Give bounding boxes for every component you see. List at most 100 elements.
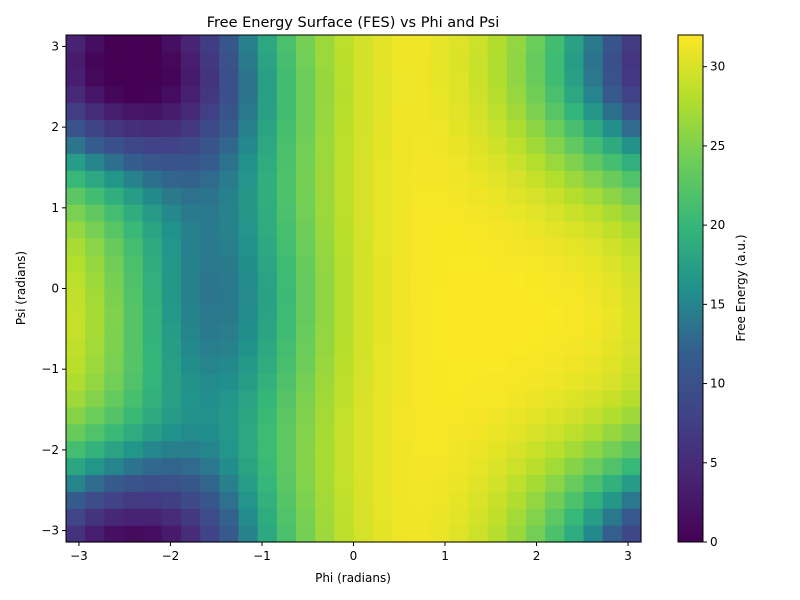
heatmap-cell	[238, 305, 259, 323]
heatmap-cell	[181, 423, 201, 442]
heatmap-cell	[104, 474, 125, 492]
heatmap-cell	[257, 153, 278, 171]
heatmap-cell	[506, 153, 527, 171]
heatmap-cell	[238, 68, 259, 87]
heatmap-cell	[238, 339, 259, 357]
heatmap-cell	[430, 153, 450, 171]
heatmap-cell	[315, 288, 335, 306]
heatmap-cell	[219, 525, 240, 543]
heatmap-cell	[583, 339, 604, 357]
heatmap-cell	[142, 356, 163, 374]
heatmap-cell	[449, 288, 470, 306]
heatmap-cell	[526, 119, 546, 137]
heatmap-cell	[430, 339, 450, 357]
heatmap-cell	[181, 305, 201, 323]
heatmap-cell	[85, 35, 105, 53]
heatmap-cell	[66, 423, 86, 442]
heatmap-cell	[506, 389, 527, 408]
heatmap-cell	[257, 237, 278, 256]
heatmap-cell	[583, 389, 604, 408]
heatmap-cell	[430, 423, 450, 442]
heatmap-cell	[296, 237, 316, 256]
heatmap-cell	[276, 187, 297, 205]
heatmap-cell	[449, 51, 470, 70]
heatmap-cell	[430, 237, 450, 256]
heatmap-cell	[104, 271, 125, 290]
heatmap-cell	[315, 68, 335, 87]
x-tick-label: 1	[441, 549, 449, 563]
heatmap-cell	[257, 356, 278, 374]
heatmap-cell	[66, 153, 86, 171]
heatmap-cell	[411, 457, 431, 475]
heatmap-cell	[372, 68, 393, 87]
heatmap-cell	[334, 271, 355, 290]
heatmap-cell	[257, 322, 278, 340]
heatmap-cell	[564, 440, 585, 459]
heatmap-cell	[468, 508, 489, 526]
heatmap-cell	[564, 288, 585, 306]
heatmap-cell	[123, 406, 144, 425]
heatmap-cell	[372, 356, 393, 374]
heatmap-cell	[334, 423, 355, 442]
heatmap-cell	[238, 491, 259, 509]
heatmap-cell	[430, 508, 450, 526]
heatmap-cell	[142, 271, 163, 290]
heatmap-cell	[564, 153, 585, 171]
heatmap-cell	[372, 406, 393, 425]
heatmap-cell	[372, 508, 393, 526]
heatmap-cell	[142, 187, 163, 205]
heatmap-cell	[161, 457, 182, 475]
heatmap-cell	[142, 153, 163, 171]
heatmap-cell	[545, 373, 565, 391]
heatmap-cell	[334, 406, 355, 425]
heatmap-cell	[238, 271, 259, 290]
heatmap-cell	[506, 85, 527, 104]
colorbar-ticks: 0 5 10 15 20 25 30	[703, 60, 725, 549]
heatmap-cell	[487, 85, 508, 104]
y-tick-label: 0	[51, 282, 59, 296]
heatmap-cell	[430, 525, 450, 543]
heatmap-cell	[391, 440, 412, 459]
heatmap-cell	[315, 237, 335, 256]
heatmap-cell	[181, 254, 201, 273]
heatmap-cell	[621, 51, 642, 70]
heatmap-cell	[334, 119, 355, 137]
heatmap-cell	[334, 204, 355, 222]
heatmap-cell	[564, 339, 585, 357]
chart-title: Free Energy Surface (FES) vs Phi and Psi	[207, 15, 500, 31]
heatmap-cell	[621, 474, 642, 492]
heatmap-cell	[391, 373, 412, 391]
heatmap-cell	[200, 271, 220, 290]
heatmap-cell	[353, 68, 374, 87]
heatmap-cell	[66, 85, 86, 104]
heatmap-cell	[391, 508, 412, 526]
heatmap-cell	[315, 474, 335, 492]
heatmap-cell	[430, 51, 450, 70]
heatmap-cell	[142, 305, 163, 323]
heatmap-cell	[468, 356, 489, 374]
heatmap-cell	[564, 237, 585, 256]
heatmap-cell	[621, 440, 642, 459]
heatmap-cell	[104, 373, 125, 391]
heatmap-cell	[564, 508, 585, 526]
x-tick-label: 3	[624, 549, 632, 563]
heatmap-cell	[334, 322, 355, 340]
heatmap-cell	[430, 440, 450, 459]
heatmap-cell	[104, 35, 125, 53]
heatmap-cell	[161, 254, 182, 273]
heatmap-cell	[449, 68, 470, 87]
heatmap-cell	[468, 102, 489, 121]
heatmap-cell	[257, 51, 278, 70]
heatmap-cell	[181, 136, 201, 154]
heatmap-cell	[161, 508, 182, 526]
heatmap-cell	[526, 322, 546, 340]
heatmap-cell	[142, 440, 163, 459]
heatmap-cell	[142, 508, 163, 526]
heatmap-cell	[123, 491, 144, 509]
heatmap-cell	[449, 119, 470, 137]
heatmap-cell	[487, 271, 508, 290]
heatmap-cell	[526, 305, 546, 323]
heatmap-cell	[564, 35, 585, 53]
heatmap-cell	[411, 51, 431, 70]
heatmap-cell	[296, 457, 316, 475]
